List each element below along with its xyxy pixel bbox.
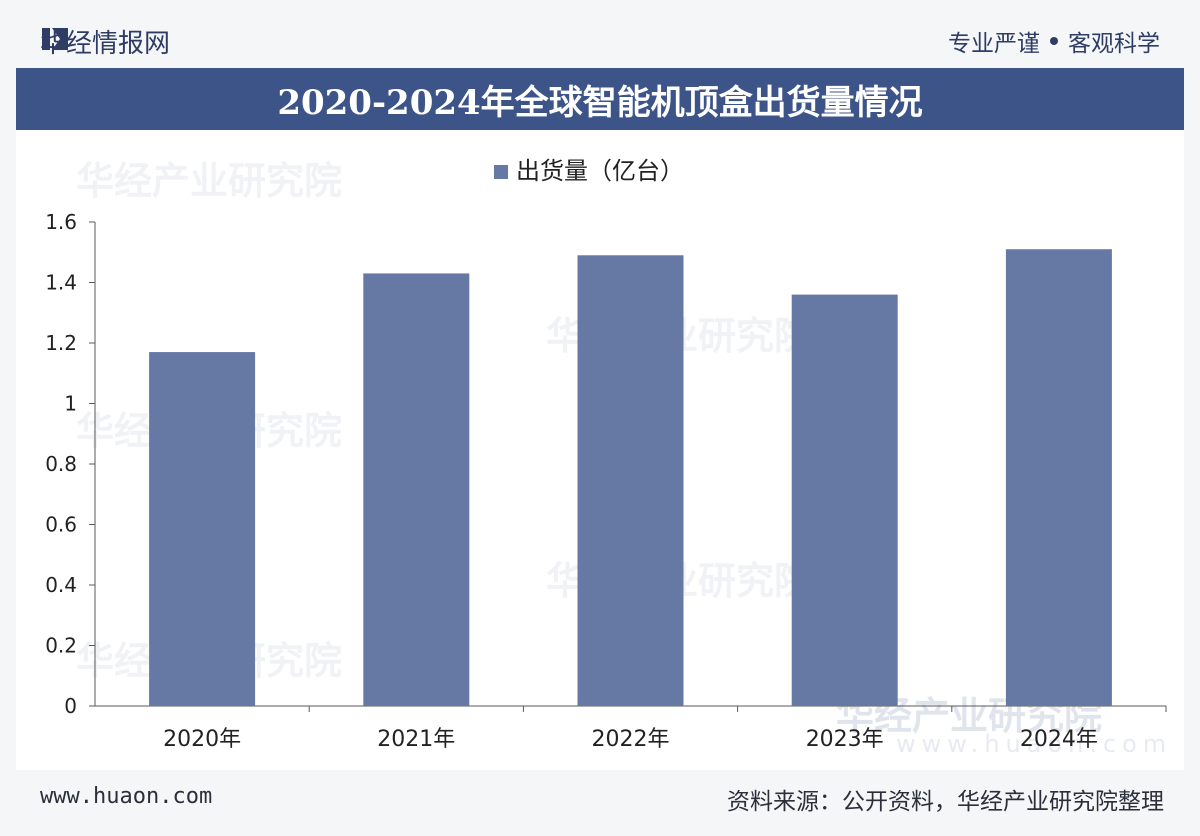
x-tick-label: 2023年 <box>806 727 884 752</box>
bar <box>791 294 898 706</box>
x-tick-label: 2020年 <box>163 727 241 752</box>
slogan: 专业严谨 客观科学 <box>948 24 1160 58</box>
legend-label: 出货量（亿台） <box>516 157 684 185</box>
footer-site[interactable]: www.huaon.com <box>40 784 213 809</box>
legend-swatch <box>494 165 508 179</box>
brand-logo[interactable]: 华经情报网 <box>40 24 170 59</box>
bar <box>149 352 256 706</box>
y-tick-label: 0.8 <box>45 452 77 476</box>
slogan-right: 客观科学 <box>1068 31 1160 57</box>
bar <box>363 273 470 706</box>
title-band: 2020-2024年全球智能机顶盒出货量情况 <box>16 68 1184 130</box>
y-tick-label: 0 <box>64 694 77 718</box>
chart-area: 华经产业研究院 华经产业研究院 华经产业研究院 华经产业研究院 华经产业研究院 … <box>16 130 1184 770</box>
bar <box>1005 249 1112 706</box>
x-tick-label: 2021年 <box>377 727 455 752</box>
top-bar: 华经情报网 专业严谨 客观科学 <box>0 0 1200 68</box>
bar-chart: 出货量（亿台） 0 0.2 0.4 0.6 0.8 1 1.2 1.4 1.6 2020年 2021年… <box>45 157 1167 752</box>
y-tick-label: 0.4 <box>45 573 77 597</box>
slogan-left: 专业严谨 <box>948 31 1040 57</box>
dot-icon <box>1050 37 1058 45</box>
y-tick-label: 0.6 <box>45 513 77 537</box>
y-tick-label: 1.6 <box>45 210 77 234</box>
y-tick-label: 0.2 <box>45 634 77 658</box>
x-tick-label: 2022年 <box>592 727 670 752</box>
y-tick-label: 1.2 <box>45 331 77 355</box>
bar <box>577 255 684 706</box>
footer-source: 资料来源：公开资料，华经产业研究院整理 <box>727 789 1164 815</box>
x-tick-label: 2024年 <box>1020 727 1098 752</box>
chart-title: 2020-2024年全球智能机顶盒出货量情况 <box>277 82 923 123</box>
brand-logo-icon <box>42 28 68 50</box>
footer: www.huaon.com 资料来源：公开资料，华经产业研究院整理 <box>0 770 1200 836</box>
y-tick-label: 1 <box>64 392 77 416</box>
y-tick-label: 1.4 <box>45 271 77 295</box>
